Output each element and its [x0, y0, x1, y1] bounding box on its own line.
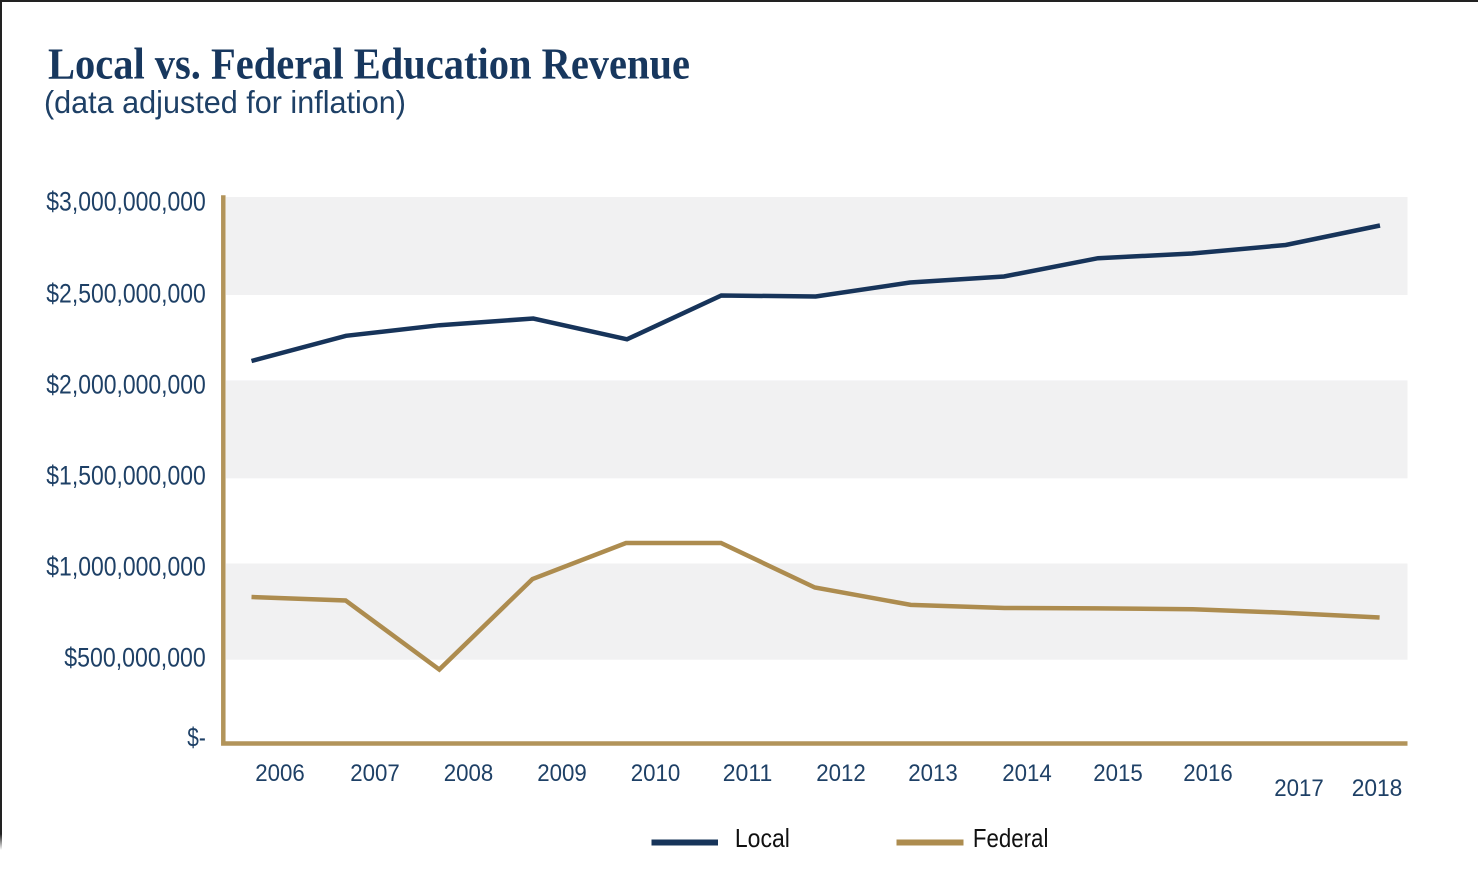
svg-text:2012: 2012 — [816, 760, 866, 787]
svg-text:Local: Local — [735, 823, 790, 853]
svg-text:Local vs. Federal Education Re: Local vs. Federal Education Revenue — [48, 40, 690, 89]
svg-text:$2,500,000,000: $2,500,000,000 — [46, 279, 206, 309]
svg-text:$1,000,000,000: $1,000,000,000 — [46, 552, 206, 582]
svg-text:2006: 2006 — [255, 760, 305, 787]
svg-text:2017: 2017 — [1274, 775, 1324, 802]
svg-text:2011: 2011 — [723, 760, 773, 787]
svg-text:2010: 2010 — [631, 760, 681, 787]
svg-text:2013: 2013 — [908, 760, 958, 787]
svg-text:2008: 2008 — [444, 760, 494, 787]
svg-text:2016: 2016 — [1183, 760, 1233, 787]
svg-text:$500,000,000: $500,000,000 — [64, 643, 206, 673]
svg-text:2018: 2018 — [1352, 775, 1403, 802]
svg-text:2014: 2014 — [1002, 760, 1052, 787]
svg-text:(data adjusted for inflation): (data adjusted for inflation) — [44, 84, 406, 120]
svg-text:$2,000,000,000: $2,000,000,000 — [46, 370, 206, 400]
svg-text:2009: 2009 — [537, 760, 587, 787]
svg-text:2015: 2015 — [1093, 760, 1143, 787]
svg-text:$-: $- — [187, 723, 206, 753]
svg-text:Federal: Federal — [973, 823, 1049, 853]
svg-text:$1,500,000,000: $1,500,000,000 — [46, 461, 206, 491]
svg-text:2007: 2007 — [350, 760, 400, 787]
svg-text:$3,000,000,000: $3,000,000,000 — [46, 187, 206, 217]
